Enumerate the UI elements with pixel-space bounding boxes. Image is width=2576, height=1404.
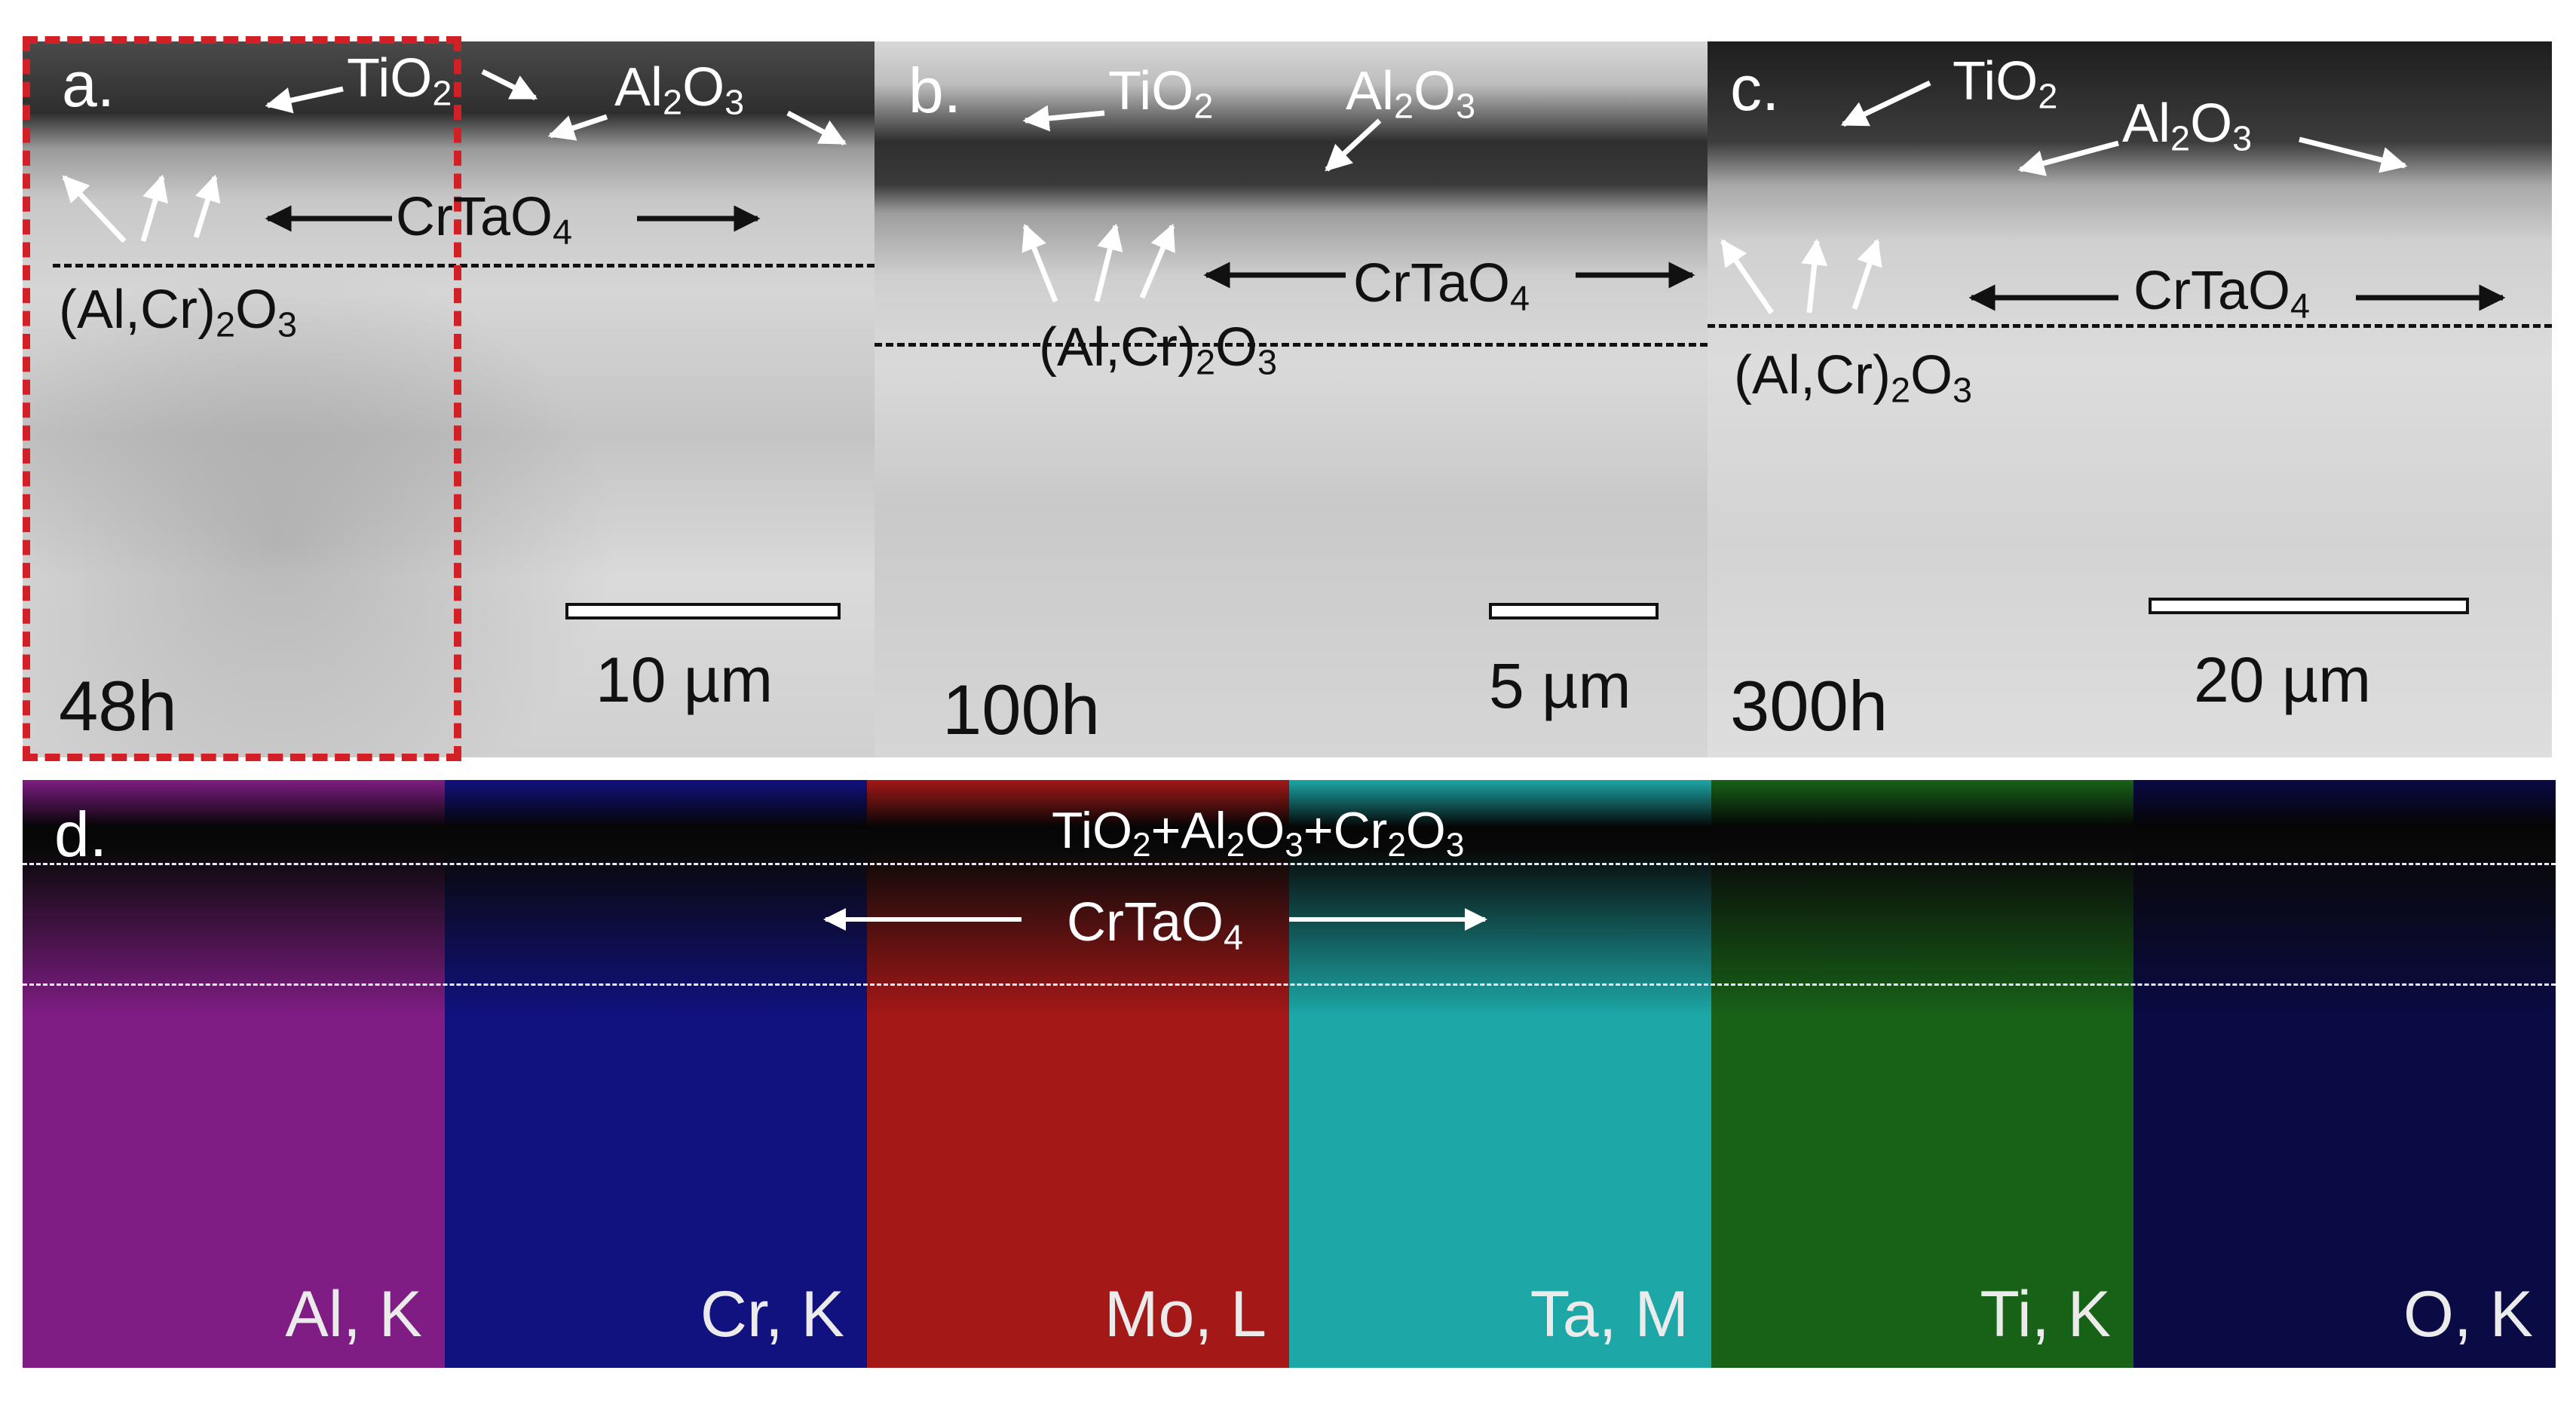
eds-map-label: Mo, L <box>1104 1278 1267 1350</box>
panel-c-crtao4-label: CrTaO4 <box>2133 261 2311 326</box>
panel-a-time: 48h <box>59 666 177 745</box>
panel-b-tio2-label: TiO2 <box>1108 61 1214 126</box>
arrow-a-al2o3-2 <box>786 110 847 146</box>
eds-map-label: Ti, K <box>1980 1278 2111 1350</box>
interface-line-a <box>53 264 874 268</box>
sem-panel-a <box>23 41 874 757</box>
arrow-b-al2o3 <box>1325 118 1382 172</box>
panel-b-time: 100h <box>942 670 1101 749</box>
panel-b-crtao4-label: CrTaO4 <box>1353 253 1530 318</box>
interface-line-c <box>1708 324 2552 328</box>
eds-map-label: Cr, K <box>700 1278 844 1350</box>
interface-line-b <box>874 343 1708 347</box>
panel-c-tio2-label: TiO2 <box>1953 51 2058 116</box>
arrow-a-tio2 <box>265 86 344 114</box>
arrow-b-up-3 <box>1139 223 1175 299</box>
panel-c-scale-label: 20 µm <box>2194 644 2372 715</box>
eds-map-tile: Ta, M <box>1289 780 1711 1368</box>
panel-a-al2o3-label: Al2O3 <box>614 57 745 122</box>
arrow-a-al2o3 <box>547 114 608 141</box>
panel-a-scale-bar <box>565 603 841 619</box>
arrow-b-up-1 <box>1022 223 1058 303</box>
eds-map-label: Al, K <box>285 1278 422 1350</box>
eds-map-tile: Ti, K <box>1711 780 2133 1368</box>
arrow-c-al2o3 <box>2017 140 2119 176</box>
eds-boundary-lower <box>23 983 2556 986</box>
panel-d-crtao4-label: CrTaO4 <box>1067 892 1244 957</box>
panel-a-tio2-label: TiO2 <box>347 48 452 113</box>
arrow-c-up-3 <box>1852 238 1882 310</box>
panel-b-scale-bar <box>1489 603 1659 619</box>
arrow-a-tio2-2 <box>481 69 538 101</box>
arrow-c-up-2 <box>1801 238 1828 314</box>
panel-a-letter: a. <box>62 49 115 120</box>
arrow-a-up-1 <box>62 175 127 243</box>
eds-map-label: O, K <box>2403 1278 2533 1350</box>
arrow-c-tio2 <box>1840 80 1931 127</box>
panel-c-scale-bar <box>2149 598 2469 614</box>
eds-map-tile: Al, K <box>23 780 445 1368</box>
highlight-box <box>23 36 461 761</box>
panel-a-crtao4-label: CrTaO4 <box>396 187 573 252</box>
arrow-b-up-2 <box>1094 223 1123 302</box>
eds-map-tile: O, K <box>2133 780 2556 1368</box>
eds-map-label: Ta, M <box>1530 1278 1689 1350</box>
sem-panel-b <box>874 41 1708 757</box>
panel-d-letter: d. <box>54 799 108 870</box>
arrow-a-up-2 <box>140 174 168 242</box>
eds-boundary-upper <box>23 863 2556 865</box>
panel-c-alcr2o3-label: (Al,Cr)2O3 <box>1734 345 1973 410</box>
panel-c-letter: c. <box>1730 53 1780 124</box>
panel-b-al2o3-label: Al2O3 <box>1346 61 1476 126</box>
sem-panel-c <box>1708 41 2552 757</box>
eds-map-tile: Mo, L <box>867 780 1289 1368</box>
arrow-a-up-3 <box>193 174 221 239</box>
panel-c-al2o3-label: Al2O3 <box>2122 93 2253 158</box>
arrow-c-up-1 <box>1720 239 1774 314</box>
panel-b-scale-label: 5 µm <box>1489 650 1631 721</box>
eds-map-strip: Al, K Cr, K Mo, L Ta, M Ti, K O, K <box>23 780 2556 1368</box>
panel-b-letter: b. <box>908 55 962 126</box>
panel-a-scale-label: 10 µm <box>596 644 773 715</box>
panel-c-time: 300h <box>1730 666 1888 745</box>
panel-d-top-layer-label: TiO2+Al2O3+Cr2O3 <box>1052 802 1465 864</box>
panel-a-alcr2o3-label: (Al,Cr)2O3 <box>59 280 298 344</box>
arrow-b-tio2 <box>1022 105 1105 132</box>
arrow-c-al2o3-2 <box>2299 136 2408 173</box>
panel-b-alcr2o3-label: (Al,Cr)2O3 <box>1039 317 1278 382</box>
eds-map-tile: Cr, K <box>445 780 867 1368</box>
